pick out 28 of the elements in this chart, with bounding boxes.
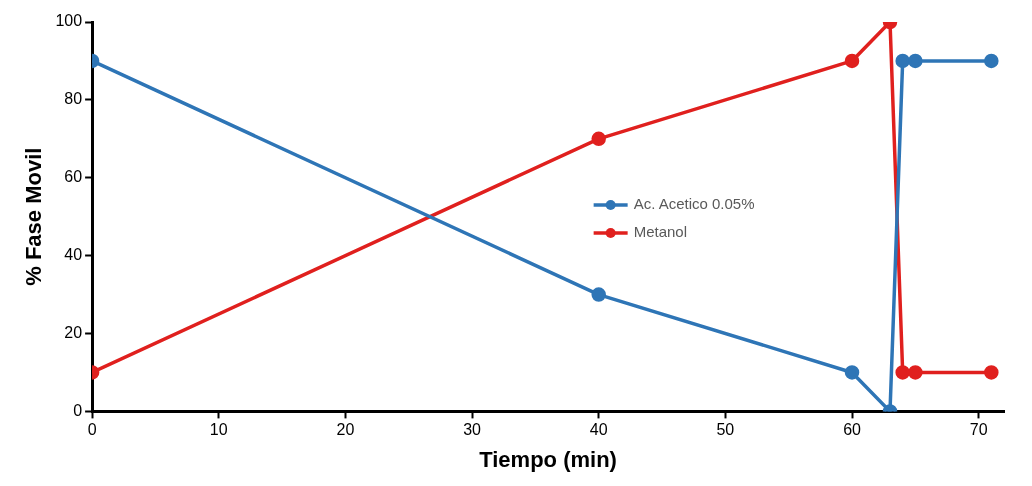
y-tick-label: 40: [64, 246, 83, 264]
point: [984, 365, 999, 380]
y-tick-label: 100: [55, 12, 83, 30]
x-tick-label: 40: [589, 421, 608, 439]
x-tick-label: 10: [209, 421, 228, 439]
legend-label: Ac. Acetico 0.05%: [633, 195, 755, 213]
point: [908, 53, 923, 69]
x-tick-label: 60: [843, 421, 862, 439]
y-tick-label: 20: [64, 323, 83, 341]
y-tick-label: 0: [73, 401, 83, 419]
x-axis-title: Tiempo (min): [479, 446, 617, 472]
point: [908, 365, 923, 380]
legend-label: Metanol: [633, 223, 688, 241]
x-tick-label: 0: [87, 421, 97, 439]
point: [984, 53, 999, 69]
point: [844, 365, 860, 380]
y-axis-title: % Fase Movil: [21, 147, 47, 286]
x-tick-label: 30: [463, 421, 482, 439]
point: [895, 365, 910, 380]
point: [895, 53, 910, 69]
x-tick-label: 70: [969, 421, 988, 439]
y-tick-label: 60: [64, 168, 83, 186]
x-tick-label: 20: [336, 421, 355, 439]
point: [591, 287, 606, 302]
x-tick-label: 50: [716, 421, 735, 439]
point: [844, 53, 860, 69]
y-tick-label: 80: [64, 90, 83, 108]
point: [591, 131, 606, 147]
